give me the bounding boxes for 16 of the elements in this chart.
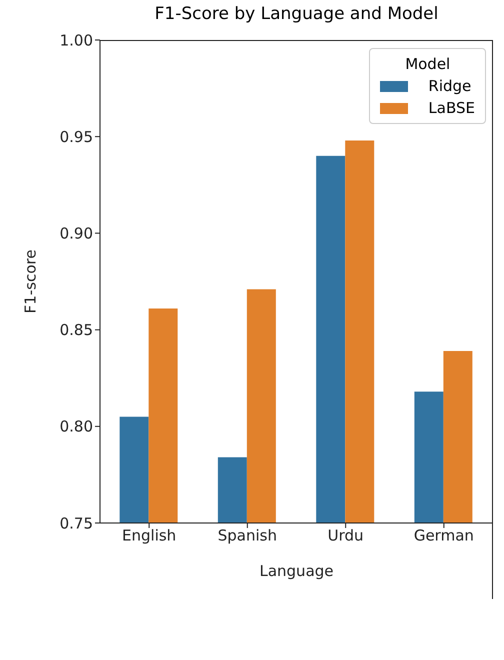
legend-title: Model (404, 55, 452, 73)
y-tick-label: 0.95 (60, 128, 93, 146)
y-tick-label: 0.80 (60, 418, 93, 436)
y-tick-label: 1.00 (60, 31, 93, 50)
legend-label: LaBSE (428, 99, 475, 117)
y-tick-label: 0.90 (60, 224, 93, 243)
x-tick-label: English (122, 526, 176, 545)
y-tick-label: 0.85 (60, 321, 93, 340)
x-tick-label: Urdu (328, 526, 364, 545)
y-axis-title: F1-score (21, 250, 40, 314)
y-tick-label: 0.75 (60, 514, 93, 532)
legend-label: Ridge (428, 77, 472, 95)
chart-title: F1-Score by Language and Model (154, 4, 440, 24)
x-tick-label: Spanish (218, 526, 277, 545)
x-axis-title: Language (259, 562, 334, 580)
x-tick-label: German (414, 526, 474, 545)
